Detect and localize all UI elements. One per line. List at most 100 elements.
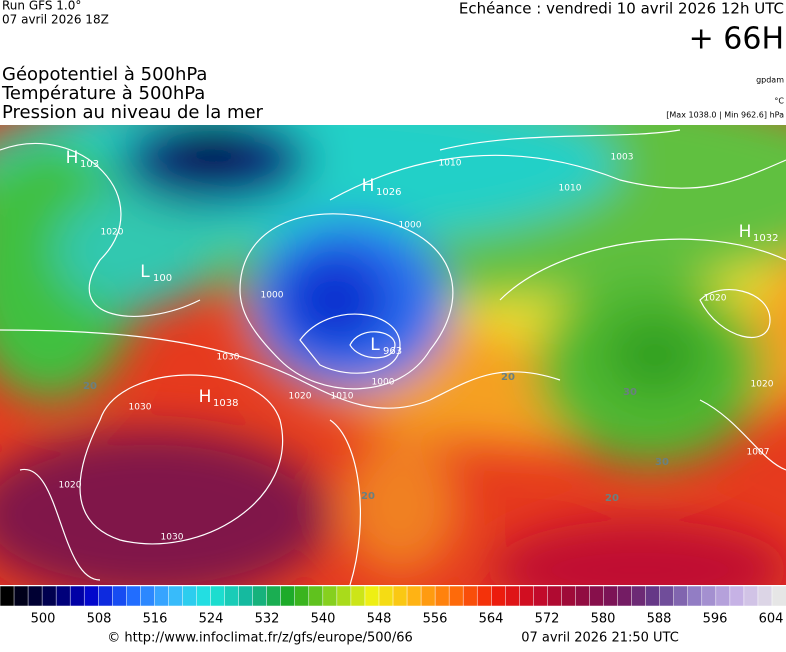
colorbar-label: 604: [759, 612, 784, 627]
colorbar-swatch: [182, 585, 198, 607]
isobar-label: 1030: [129, 403, 152, 413]
colorbar-label: 524: [199, 612, 224, 627]
colorbar-swatch: [392, 585, 408, 607]
colorbar-swatch: [252, 585, 268, 607]
pressure-range: [Max 1038.0 | Min 962.6] hPa: [666, 111, 784, 120]
colorbar-label: 596: [703, 612, 728, 627]
colorbar-swatch: [631, 585, 647, 607]
colorbar-swatch: [83, 585, 100, 607]
temperature-label: 30: [655, 457, 669, 468]
colorbar-label: 500: [31, 612, 56, 627]
colorbar-swatch: [322, 585, 338, 607]
colorbar-swatch: [757, 585, 773, 607]
colorbar-swatch: [448, 585, 464, 607]
center-letter: L: [140, 262, 150, 282]
center-value: 1038: [213, 398, 238, 409]
colorbar-swatch: [336, 585, 352, 607]
colorbar-swatch: [547, 585, 563, 607]
isobar-label: 1010: [331, 392, 354, 402]
forecast-time: Echéance : vendredi 10 avril 2026 12h UT…: [459, 0, 784, 18]
isobar-label: 1030: [161, 533, 184, 543]
colorbar-label: 516: [143, 612, 168, 627]
colorbar-swatch: [533, 585, 549, 607]
unit-label: gpdam: [756, 76, 784, 85]
colorbar-swatch: [617, 585, 633, 607]
isobar-label: 1020: [704, 294, 727, 304]
colorbar-swatch: [350, 585, 366, 607]
colorbar-label: 580: [591, 612, 616, 627]
colorbar-label: 588: [647, 612, 672, 627]
field-label: Pression au niveau de la mer: [2, 102, 264, 123]
colorbar-swatch: [27, 585, 43, 607]
isobar-label: 1020: [751, 380, 774, 390]
colorbar-label: 556: [423, 612, 448, 627]
footer-date: 07 avril 2026 21:50 UTC: [521, 631, 679, 646]
field-label: Géopotentiel à 500hPa: [2, 64, 207, 85]
center-value: 1032: [753, 233, 778, 244]
colorbar-swatch: [420, 585, 436, 607]
colorbar: 500 508 516 524 532 540 548 556 564 572 580 588 596 6…: [0, 585, 786, 627]
colorbar-swatch: [0, 585, 15, 607]
field-label: Température à 500hPa: [1, 83, 205, 104]
isobar-label: 1020: [101, 228, 124, 238]
colorbar-swatch: [69, 585, 85, 607]
colorbar-swatch: [294, 585, 310, 607]
temperature-label: 20: [605, 493, 619, 504]
colorbar-label: 532: [255, 612, 280, 627]
colorbar-label: 564: [479, 612, 504, 627]
colorbar-swatch: [589, 585, 605, 607]
colorbar-swatch: [210, 585, 226, 607]
colorbar-swatch: [13, 585, 29, 607]
colorbar-swatch: [378, 585, 394, 607]
colorbar-swatch: [645, 585, 661, 607]
isobars: [0, 129, 786, 585]
colorbar-swatch: [771, 585, 786, 607]
colorbar-swatch: [364, 585, 380, 607]
colorbar-swatch: [462, 585, 478, 607]
run-label: Run GFS 1.0°: [2, 0, 81, 13]
colorbar-swatch: [491, 585, 507, 607]
colorbar-swatch: [476, 585, 493, 607]
isobar-label: 1000: [261, 291, 284, 301]
center-letter: H: [739, 222, 752, 242]
colorbar-swatch: [743, 585, 759, 607]
colorbar-swatch: [575, 585, 591, 607]
colorbar-swatch: [41, 585, 57, 607]
center-value: 100: [153, 273, 172, 284]
colorbar-swatch: [308, 585, 324, 607]
colorbar-swatch: [687, 585, 703, 607]
footer-source: © http://www.infoclimat.fr/z/gfs/europe/…: [107, 631, 413, 646]
isobar-label: 1007: [747, 448, 770, 458]
colorbar-swatch: [168, 585, 184, 607]
colorbar-swatch: [266, 585, 282, 607]
colorbar-label: 508: [87, 612, 112, 627]
isobar-label: 1000: [399, 221, 422, 231]
colorbar-swatch: [673, 585, 689, 607]
colorbar-swatch: [224, 585, 240, 607]
map-area: [0, 125, 786, 585]
colorbar-swatch: [715, 585, 731, 607]
isobar-label: 1000: [372, 378, 395, 388]
colorbar-swatch: [505, 585, 521, 607]
colorbar-swatch: [280, 585, 296, 607]
colorbar-swatch: [701, 585, 717, 607]
colorbar-swatch: [238, 585, 254, 607]
colorbar-swatch: [140, 585, 156, 607]
colorbar-label: 572: [535, 612, 560, 627]
center-letter: H: [66, 148, 79, 168]
colorbar-swatch: [55, 585, 71, 607]
colorbar-swatch: [126, 585, 142, 607]
colorbar-swatch: [603, 585, 619, 607]
colorbar-swatch: [519, 585, 535, 607]
center-value: 1026: [376, 187, 401, 198]
colorbar-swatch: [196, 585, 212, 607]
temperature-label: 20: [361, 491, 375, 502]
temperature-label: 20: [501, 372, 515, 383]
colorbar-swatch: [729, 585, 745, 607]
colorbar-swatch: [98, 585, 114, 607]
center-value: 963: [383, 346, 402, 357]
isobar-label: 1020: [289, 392, 312, 402]
isobar-label: 1030: [217, 353, 240, 363]
